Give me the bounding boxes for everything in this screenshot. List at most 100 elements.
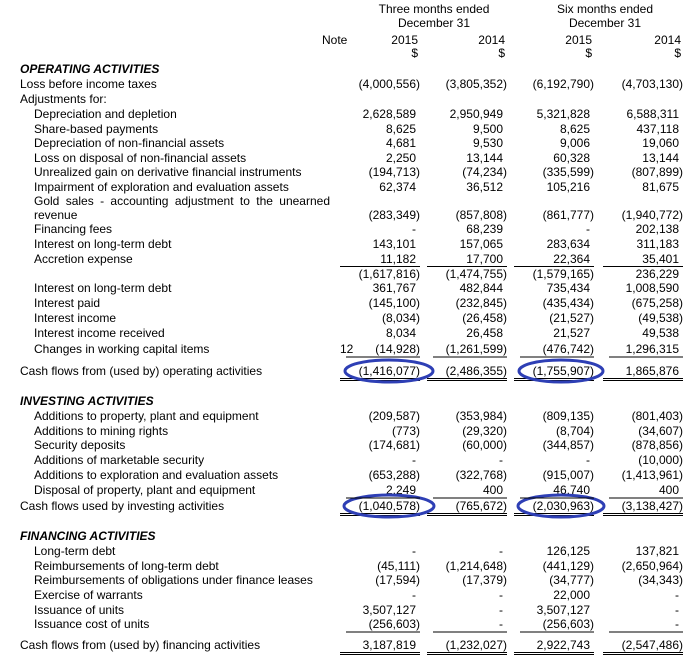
amount: 202,138 (635, 222, 679, 236)
amount: (2,547,486) (603, 638, 683, 655)
amount: (3,138,427) (603, 499, 683, 516)
period-heading: Three months ended (378, 2, 490, 16)
row-label: Financing fees (34, 222, 113, 236)
row-label: Reimbursements of long-term debt (34, 559, 219, 573)
year-heading: 2015 (391, 33, 418, 47)
row-label: Share-based payments (34, 122, 159, 136)
amount: 157,065 (459, 237, 503, 251)
note-heading: Note (322, 33, 348, 47)
amount: 46,740 (553, 483, 590, 497)
amount: 2,249 (385, 483, 416, 497)
amount: (2,650,964) (621, 559, 683, 573)
amount: 400 (482, 483, 503, 497)
amount: (1,214,648) (445, 559, 507, 573)
amount: 68,239 (466, 222, 503, 236)
amount: 4,681 (385, 136, 416, 150)
amount: 13,144 (466, 151, 503, 165)
amount: (344,857) (542, 438, 594, 452)
section-title: OPERATING ACTIVITIES (20, 62, 160, 76)
amount: 81,675 (642, 180, 679, 194)
section-title: INVESTING ACTIVITIES (20, 394, 154, 408)
currency-heading: $ (411, 46, 418, 60)
year-heading: 2014 (478, 33, 505, 47)
row-label: Disposal of property, plant and equipmen… (34, 483, 256, 497)
amount: 400 (658, 483, 679, 497)
highlight-circle (343, 358, 435, 384)
row-label: Gold sales - accounting adjustment to th… (34, 194, 330, 222)
amount: 105,216 (546, 180, 590, 194)
amount: (675,258) (631, 296, 683, 310)
row-label: Interest income received (34, 326, 165, 340)
amount: (34,777) (549, 573, 594, 587)
row-label: Issuance of units (34, 603, 125, 617)
amount: (283,349) (368, 208, 420, 222)
amount: 11,182 (380, 252, 416, 266)
section-title: FINANCING ACTIVITIES (20, 529, 156, 543)
amount: (10,000) (638, 453, 683, 467)
row-label: Additions of marketable security (34, 453, 205, 467)
amount: (807,899) (631, 165, 683, 179)
amount: 236,229 (603, 266, 683, 281)
amount: (915,007) (542, 468, 594, 482)
amount: - (586, 453, 590, 467)
period-heading: December 31 (397, 16, 471, 30)
amount: 735,434 (546, 281, 590, 295)
amount: (476,742) (542, 342, 594, 356)
amount: 437,118 (636, 122, 680, 136)
amount: - (412, 453, 416, 467)
amount: (773) (391, 424, 420, 438)
row-label: Interest income (34, 311, 117, 325)
row-label: Additions to exploration and evaluation … (34, 468, 279, 482)
amount: (2,486,355) (427, 364, 507, 381)
row-label: Unrealized gain on derivative financial … (34, 165, 302, 179)
amount: (232,845) (455, 296, 507, 310)
amount: (60,000) (462, 438, 507, 452)
row-label: Long-term debt (34, 544, 116, 558)
amount: 8,625 (385, 122, 416, 136)
period-heading: December 31 (568, 16, 642, 30)
amount: (4,000,556) (358, 77, 420, 91)
amount: - (499, 617, 503, 631)
row-label: Depreciation of non-financial assets (34, 136, 225, 150)
amount: (861,777) (542, 208, 594, 222)
amount: - (499, 453, 503, 467)
amount: (4,703,130) (621, 77, 683, 91)
amount: (17,594) (375, 573, 420, 587)
amount: 6,588,311 (626, 107, 680, 121)
amount: (1,232,027) (427, 638, 507, 655)
amount: (209,587) (368, 409, 420, 423)
amount: 35,401 (642, 252, 679, 266)
amount: (1,755,907) (514, 364, 594, 381)
amount: - (499, 588, 503, 602)
amount: (174,681) (368, 438, 420, 452)
amount: - (412, 222, 416, 236)
amount: 17,700 (466, 252, 503, 266)
currency-heading: $ (674, 46, 681, 60)
highlight-circle (517, 358, 605, 384)
amount: (17,379) (462, 573, 507, 587)
amount: 22,000 (553, 588, 590, 602)
amount: (441,129) (542, 559, 594, 573)
amount: (6,192,790) (532, 77, 594, 91)
amount: 5,321,828 (536, 107, 590, 121)
amount: (14,928) (375, 342, 420, 356)
amount: 1,865,876 (603, 364, 683, 381)
amount: - (675, 603, 679, 617)
amount: 1,008,590 (625, 281, 679, 295)
row-label: Loss before income taxes (20, 77, 157, 91)
amount: - (412, 544, 416, 558)
row-label: Security deposits (34, 438, 126, 452)
amount: (1,413,961) (621, 468, 683, 482)
amount: 36,512 (466, 180, 503, 194)
amount: - (412, 588, 416, 602)
amount: (322,768) (455, 468, 507, 482)
row-label: Interest on long-term debt (34, 237, 172, 251)
row-label: Accretion expense (34, 252, 133, 266)
row-label: Loss on disposal of non-financial assets (34, 151, 247, 165)
amount: 8,625 (559, 122, 590, 136)
amount: 9,006 (559, 136, 590, 150)
amount: (194,713) (368, 165, 420, 179)
row-label: Additions to mining rights (34, 424, 169, 438)
